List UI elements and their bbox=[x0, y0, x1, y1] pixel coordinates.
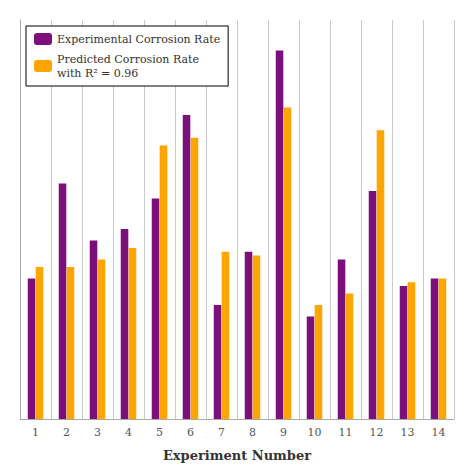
svg-text:3: 3 bbox=[94, 426, 101, 439]
svg-text:6: 6 bbox=[187, 426, 194, 439]
svg-text:9: 9 bbox=[280, 426, 287, 439]
svg-text:8: 8 bbox=[249, 426, 256, 439]
svg-text:2: 2 bbox=[63, 426, 70, 439]
svg-text:7: 7 bbox=[218, 426, 225, 439]
svg-text:14: 14 bbox=[432, 426, 446, 439]
svg-text:with R² = 0.96: with R² = 0.96 bbox=[57, 67, 138, 80]
svg-text:13: 13 bbox=[401, 426, 415, 439]
svg-text:10: 10 bbox=[308, 426, 322, 439]
svg-text:5: 5 bbox=[156, 426, 163, 439]
svg-text:4: 4 bbox=[125, 426, 132, 439]
svg-text:1: 1 bbox=[32, 426, 39, 439]
svg-text:12: 12 bbox=[370, 426, 384, 439]
svg-text:Experiment Number: Experiment Number bbox=[163, 448, 311, 463]
svg-text:Experimental Corrosion Rate: Experimental Corrosion Rate bbox=[57, 33, 220, 46]
svg-text:Predicted Corrosion Rate: Predicted Corrosion Rate bbox=[57, 53, 199, 66]
svg-text:11: 11 bbox=[339, 426, 353, 439]
